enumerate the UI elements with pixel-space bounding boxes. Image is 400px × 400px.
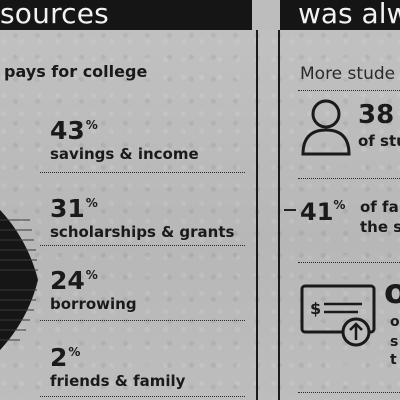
banner-gap — [252, 0, 280, 30]
svg-text:$: $ — [310, 299, 321, 318]
stat-scholarships-grants: 31% scholarships & grants — [50, 194, 235, 241]
right-subhead: More stude — [300, 64, 396, 84]
right-fragment-1: o — [390, 314, 400, 330]
column-divider-right — [278, 30, 280, 400]
person-icon — [301, 99, 351, 156]
stat-41-label-line1: of fa — [360, 198, 399, 216]
banner-title-left: sources — [0, 0, 109, 30]
top-banner: sources was alwa — [0, 0, 400, 30]
stat-41-dash — [284, 209, 296, 211]
right-divider — [298, 262, 400, 263]
stat-divider — [40, 396, 245, 397]
stat-divider — [40, 320, 245, 321]
stat-38-value: 38 — [358, 100, 395, 130]
stat-friends-family: 2% friends & family — [50, 343, 186, 390]
right-divider — [298, 90, 400, 91]
right-big-fragment: o — [384, 272, 400, 312]
stat-divider — [40, 172, 245, 173]
right-fragment-3: t — [390, 352, 397, 368]
stat-41-value: 41% — [300, 198, 346, 226]
stat-41-label-line2: the s — [360, 218, 400, 236]
pie-chart-fragment — [0, 210, 38, 350]
banner-title-right: was alwa — [298, 0, 400, 30]
stat-savings-income: 43% savings & income — [50, 116, 199, 163]
stat-divider — [40, 245, 245, 246]
left-subhead: pays for college — [4, 62, 148, 81]
stat-38-label: of stu — [358, 132, 400, 150]
right-divider — [298, 178, 400, 179]
right-fragment-2: s — [390, 334, 399, 350]
column-divider-left — [256, 30, 258, 400]
stat-borrowing: 24% borrowing — [50, 266, 137, 313]
money-check-icon: $ — [300, 284, 376, 347]
right-divider — [298, 392, 400, 393]
